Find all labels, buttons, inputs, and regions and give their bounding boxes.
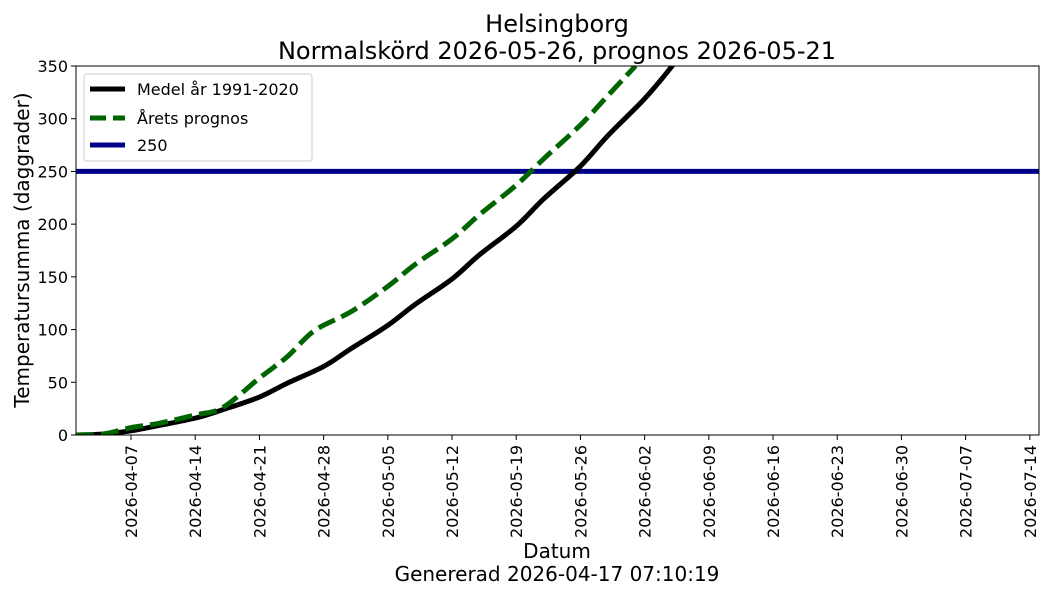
- x-tick-label: 2026-04-07: [122, 445, 141, 538]
- x-tick-label: 2026-06-23: [828, 445, 847, 538]
- series-layer: [76, 66, 1039, 435]
- y-tick-label: 0: [58, 426, 68, 445]
- x-tick-label: 2026-06-30: [892, 445, 911, 538]
- x-tick-label: 2026-05-05: [379, 445, 398, 538]
- x-axis-label: Datum: [523, 539, 591, 563]
- chart-title: Helsingborg: [485, 10, 629, 38]
- y-tick-label: 250: [37, 162, 68, 181]
- x-tick-label: 2026-05-26: [571, 445, 590, 538]
- x-tick-label: 2026-04-14: [186, 445, 205, 538]
- y-tick-label: 100: [37, 321, 68, 340]
- x-tick-label: 2026-06-16: [764, 445, 783, 538]
- x-axis: 2026-04-07 2026-04-14 2026-04-21 2026-04-28…: [122, 435, 1040, 538]
- series-line-prognos: [76, 66, 638, 435]
- y-tick-label: 200: [37, 215, 68, 234]
- legend-label-prognos: Årets prognos: [137, 109, 248, 128]
- x-tick-label: 2026-04-21: [250, 445, 269, 538]
- y-tick-label: 150: [37, 268, 68, 287]
- legend: Medel år 1991-2020 Årets prognos 250: [83, 73, 313, 162]
- x-tick-label: 2026-04-28: [315, 445, 334, 538]
- legend-label-medel: Medel år 1991-2020: [137, 80, 299, 99]
- y-axis: 0 50 100 150 200 250 300 350: [37, 57, 76, 445]
- y-tick-label: 350: [37, 57, 68, 76]
- x-tick-label: 2026-06-02: [636, 445, 655, 538]
- legend-label-threshold: 250: [137, 136, 168, 155]
- x-tick-label: 2026-05-19: [507, 445, 526, 538]
- x-tick-label: 2026-07-14: [1021, 445, 1040, 538]
- generated-footer: Genererad 2026-04-17 07:10:19: [395, 562, 720, 586]
- legend-box: [83, 73, 313, 162]
- plot-frame: [75, 65, 1040, 436]
- chart-subtitle: Normalskörd 2026-05-26, prognos 2026-05-…: [278, 37, 836, 65]
- series-line-medel: [76, 66, 676, 435]
- x-tick-label: 2026-05-12: [443, 445, 462, 538]
- x-tick-label: 2026-06-09: [700, 445, 719, 538]
- x-tick-label: 2026-07-07: [957, 445, 976, 538]
- y-tick-label: 300: [37, 110, 68, 129]
- y-tick-label: 50: [48, 373, 68, 392]
- y-axis-label: Temperatursumma (daggrader): [10, 92, 34, 408]
